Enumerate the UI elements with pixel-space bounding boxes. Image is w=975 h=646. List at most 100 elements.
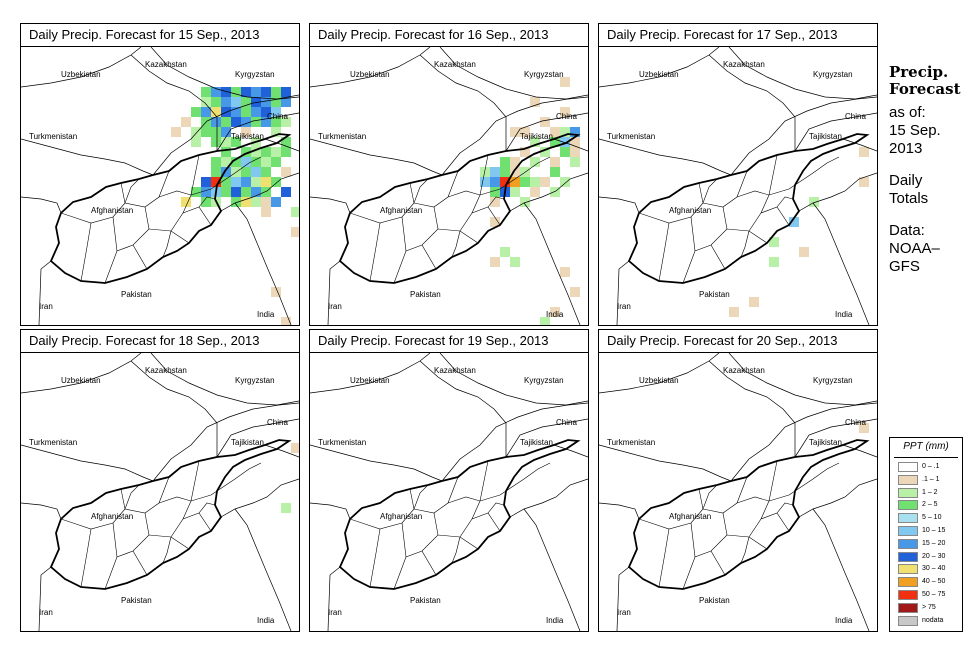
- precip-cell: [271, 107, 281, 117]
- country-label: Afghanistan: [669, 512, 711, 521]
- precip-cell: [550, 137, 560, 147]
- country-border: [64, 478, 299, 590]
- province-border: [760, 154, 778, 214]
- country-border: [599, 502, 640, 520]
- legend-swatch: [898, 564, 918, 575]
- forecast-map: Kazakhstan Uzbekistan Kyrgyzstan China Turkm…: [599, 47, 877, 325]
- precip-cell: [530, 157, 540, 167]
- precip-cell: [271, 117, 281, 127]
- precip-cell: [241, 127, 251, 137]
- afghanistan-outline: [338, 439, 581, 590]
- country-label: Uzbekistan: [350, 70, 390, 79]
- precip-cell: [859, 147, 869, 157]
- precip-cell: [490, 217, 500, 227]
- country-border: [353, 478, 588, 590]
- precip-cell: [191, 187, 201, 197]
- precip-cell: [211, 157, 221, 167]
- province-border: [80, 222, 92, 282]
- province-border: [158, 496, 192, 504]
- country-label: China: [267, 418, 288, 427]
- legend-label: 50 – 75: [922, 591, 946, 598]
- country-border: [599, 47, 720, 88]
- precip-cell: [221, 187, 231, 197]
- legend-swatch: [898, 577, 918, 588]
- precip-cell: [291, 227, 299, 237]
- province-border: [471, 460, 489, 520]
- legend-entry: 40 – 50: [898, 577, 945, 588]
- legend-swatch: [898, 500, 918, 511]
- precip-cell: [540, 317, 550, 325]
- precip-cell: [291, 207, 299, 217]
- province-border: [690, 522, 696, 558]
- precip-cell: [221, 137, 231, 147]
- country-label: Kazakhstan: [723, 60, 765, 69]
- side-info: Precip. Forecast as of: 15 Sep. 2013 Dai…: [889, 64, 975, 276]
- precip-cell: [191, 127, 201, 137]
- precip-cell: [241, 157, 251, 167]
- province-border: [170, 206, 212, 232]
- country-label: Kyrgyzstan: [235, 70, 275, 79]
- country-label: Kazakhstan: [434, 366, 476, 375]
- country-border: [419, 54, 507, 151]
- country-label: Uzbekistan: [61, 376, 101, 385]
- country-border: [708, 54, 796, 151]
- province-border: [369, 222, 381, 282]
- precip-cell: [261, 117, 271, 127]
- precip-cell: [490, 187, 500, 197]
- province-border: [60, 182, 126, 224]
- precip-cell: [231, 117, 241, 127]
- country-border: [327, 260, 341, 325]
- province-border: [413, 178, 429, 204]
- afghanistan-outline: [49, 439, 292, 590]
- precip-cell: [490, 177, 500, 187]
- legend-swatch: [898, 602, 918, 613]
- country-border: [150, 47, 299, 100]
- precip-cell: [789, 217, 799, 227]
- precip-cell: [530, 137, 540, 147]
- province-border: [124, 484, 140, 510]
- precip-cell: [261, 87, 271, 97]
- forecast-map: Kazakhstan Uzbekistan Kyrgyzstan China Turkm…: [310, 353, 588, 631]
- province-border: [60, 488, 126, 530]
- precip-cell: [520, 197, 530, 207]
- precip-cell: [490, 167, 500, 177]
- country-label: Kyrgyzstan: [813, 376, 853, 385]
- country-border: [599, 444, 732, 482]
- forecast-map: Kazakhstan Uzbekistan Kyrgyzstan China Turkm…: [21, 47, 299, 325]
- precip-cell: [560, 147, 570, 157]
- country-border: [21, 444, 154, 482]
- province-border: [413, 476, 459, 514]
- precip-cell: [271, 147, 281, 157]
- country-label: Iran: [328, 302, 342, 311]
- province-border: [487, 502, 505, 514]
- country-border: [599, 353, 720, 394]
- precip-cell: [241, 107, 251, 117]
- country-label: Afghanistan: [380, 206, 422, 215]
- precip-cell: [560, 107, 570, 117]
- precip-cell: [191, 137, 201, 147]
- legend-label: 10 – 15: [922, 527, 946, 534]
- precip-cell: [809, 197, 819, 207]
- country-border: [264, 138, 299, 152]
- country-border: [794, 418, 877, 458]
- precip-cell: [500, 167, 510, 177]
- precip-cell: [540, 117, 550, 127]
- precip-cell: [530, 187, 540, 197]
- country-border: [310, 196, 351, 214]
- precip-cell: [560, 77, 570, 87]
- precip-cell: [211, 137, 221, 147]
- forecast-panel-3: Daily Precip. Forecast for 17 Sep., 2013…: [598, 23, 878, 326]
- province-border: [437, 228, 479, 244]
- side-title-line1: Precip.: [889, 63, 949, 81]
- country-label: India: [257, 310, 275, 319]
- legend-label: .1 – 1: [922, 475, 940, 483]
- precip-cell: [201, 127, 211, 137]
- precip-cell: [510, 187, 520, 197]
- panel-title: Daily Precip. Forecast for 20 Sep., 2013: [599, 330, 877, 353]
- country-border: [130, 360, 218, 457]
- country-border: [310, 502, 351, 520]
- precip-cell: [261, 97, 271, 107]
- panel-title: Daily Precip. Forecast for 19 Sep., 2013: [310, 330, 588, 353]
- province-border: [702, 484, 718, 510]
- legend-swatch: [898, 615, 918, 626]
